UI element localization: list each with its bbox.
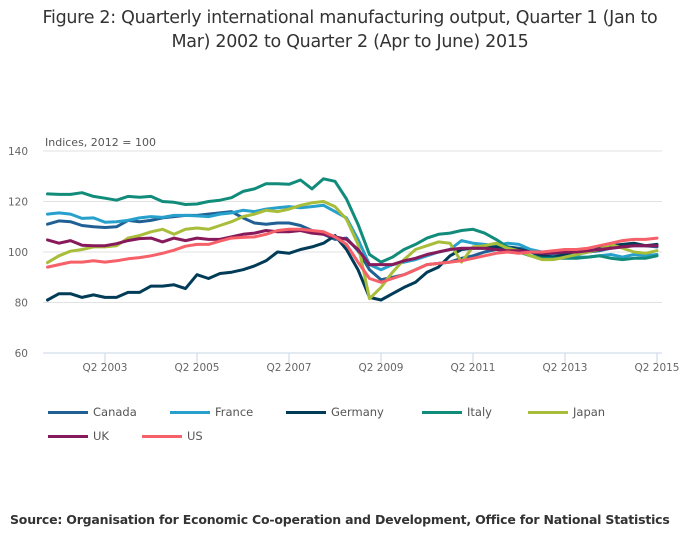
series-lines	[46, 177, 659, 302]
y-tick-label: 100	[8, 247, 28, 259]
series-line-uk	[46, 229, 659, 267]
x-axis: Q2 2003 Q2 2005 Q2 2007 Q2 2009 Q2 2011 Q2 20…	[82, 353, 680, 374]
legend-swatch	[48, 434, 88, 438]
legend-item-germany[interactable]: Germany	[286, 405, 384, 419]
x-tick-label: Q2 2015	[634, 362, 679, 374]
legend-label: US	[187, 429, 203, 443]
legend-swatch	[528, 410, 568, 414]
legend-label: Japan	[573, 405, 606, 419]
legend-item-france[interactable]: France	[170, 405, 253, 419]
series-line-germany	[46, 234, 659, 302]
y-axis: 60 80 100 120 140	[8, 146, 28, 360]
chart-title: Figure 2: Quarterly international manufa…	[0, 6, 700, 54]
legend-label: Italy	[467, 405, 492, 419]
y-tick-label: 80	[15, 298, 28, 310]
chart-title-line-1: Figure 2: Quarterly international manufa…	[42, 8, 658, 28]
legend-swatch	[142, 434, 182, 438]
legend-item-us[interactable]: US	[142, 429, 203, 443]
x-tick-label: Q2 2011	[450, 362, 495, 374]
y-axis-unit-label: Indices, 2012 = 100	[45, 136, 156, 149]
x-tick-label: Q2 2007	[266, 362, 311, 374]
series-line-japan	[46, 200, 659, 301]
x-tick-label: Q2 2003	[82, 362, 127, 374]
legend-label: France	[215, 405, 254, 419]
legend-label: Germany	[331, 405, 384, 419]
chart-title-line-2: Mar) 2002 to Quarter 2 (Apr to June) 201…	[171, 32, 529, 52]
y-tick-label: 120	[8, 197, 28, 209]
legend-swatch	[422, 410, 462, 414]
legend-label: Canada	[93, 405, 137, 419]
legend-item-japan[interactable]: Japan	[528, 405, 605, 419]
legend-item-italy[interactable]: Italy	[422, 405, 492, 419]
x-tick-label: Q2 2009	[358, 362, 403, 374]
legend-swatch	[170, 410, 210, 414]
x-tick-label: Q2 2013	[542, 362, 587, 374]
source-note: Source: Organisation for Economic Co-ope…	[10, 512, 670, 527]
legend-item-uk[interactable]: UK	[48, 429, 109, 443]
legend-label: UK	[93, 429, 109, 443]
legend-swatch	[48, 410, 88, 414]
x-tick-label: Q2 2005	[174, 362, 219, 374]
series-line-us	[46, 227, 659, 284]
legend-swatch	[286, 410, 326, 414]
y-tick-label: 60	[15, 348, 28, 360]
y-tick-label: 140	[8, 146, 28, 158]
legend-item-canada[interactable]: Canada	[48, 405, 137, 419]
